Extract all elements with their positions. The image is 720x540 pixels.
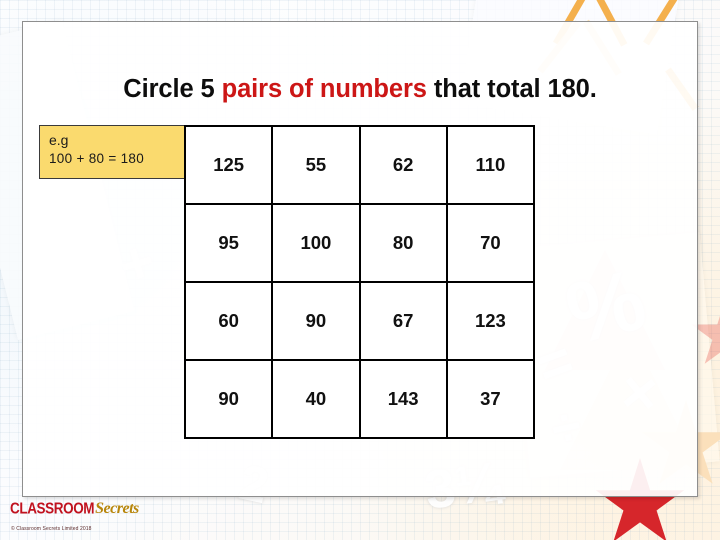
grid-cell[interactable]: 125	[183, 125, 274, 205]
brand-logo: CLASSROOMSecrets	[10, 500, 160, 522]
grid-cell[interactable]: 143	[358, 359, 448, 439]
table-row: 95 100 80 70	[183, 203, 536, 283]
table-row: 125 55 62 110	[183, 125, 536, 205]
title-tail: that total 180.	[426, 75, 597, 104]
grid-cell[interactable]: 123	[445, 281, 536, 361]
grid-cell[interactable]: 90	[271, 281, 361, 361]
copyright-text: © Classroom Secrets Limited 2018	[11, 526, 92, 532]
grid-cell[interactable]: 55	[271, 125, 361, 205]
grid-cell[interactable]: 67	[358, 281, 448, 361]
grid-cell[interactable]: 100	[271, 203, 361, 283]
grid-cell[interactable]: 60	[183, 281, 274, 361]
grid-cell[interactable]: 40	[271, 359, 361, 439]
number-grid: 125 55 62 110 95 100 80 70 60 90 67	[183, 125, 536, 439]
grid-cell[interactable]: 90	[183, 359, 274, 439]
brand-logo-script: Secrets	[95, 500, 139, 517]
number-grid-table: 125 55 62 110 95 100 80 70 60 90 67	[183, 125, 536, 439]
title-accent: pairs of numbers	[221, 75, 427, 104]
table-row: 60 90 67 123	[183, 281, 536, 361]
grid-cell[interactable]: 110	[445, 125, 536, 205]
grid-cell[interactable]: 37	[445, 359, 536, 439]
example-label: e.g	[49, 132, 69, 148]
brand-logo-main: CLASSROOM	[10, 499, 95, 518]
grid-cell[interactable]: 80	[358, 203, 448, 283]
table-row: 90 40 143 37	[183, 359, 536, 439]
grid-cell[interactable]: 62	[358, 125, 448, 205]
example-box: e.g 100 + 80 = 180	[39, 125, 185, 179]
grid-cell[interactable]: 70	[445, 203, 536, 283]
page-title: Circle 5 pairs of numbers that total 180…	[23, 75, 697, 104]
content-panel: Circle 5 pairs of numbers that total 180…	[22, 21, 698, 497]
title-lead: Circle 5	[123, 75, 222, 104]
grid-cell[interactable]: 95	[183, 203, 274, 283]
example-equation: 100 + 80 = 180	[49, 151, 145, 166]
